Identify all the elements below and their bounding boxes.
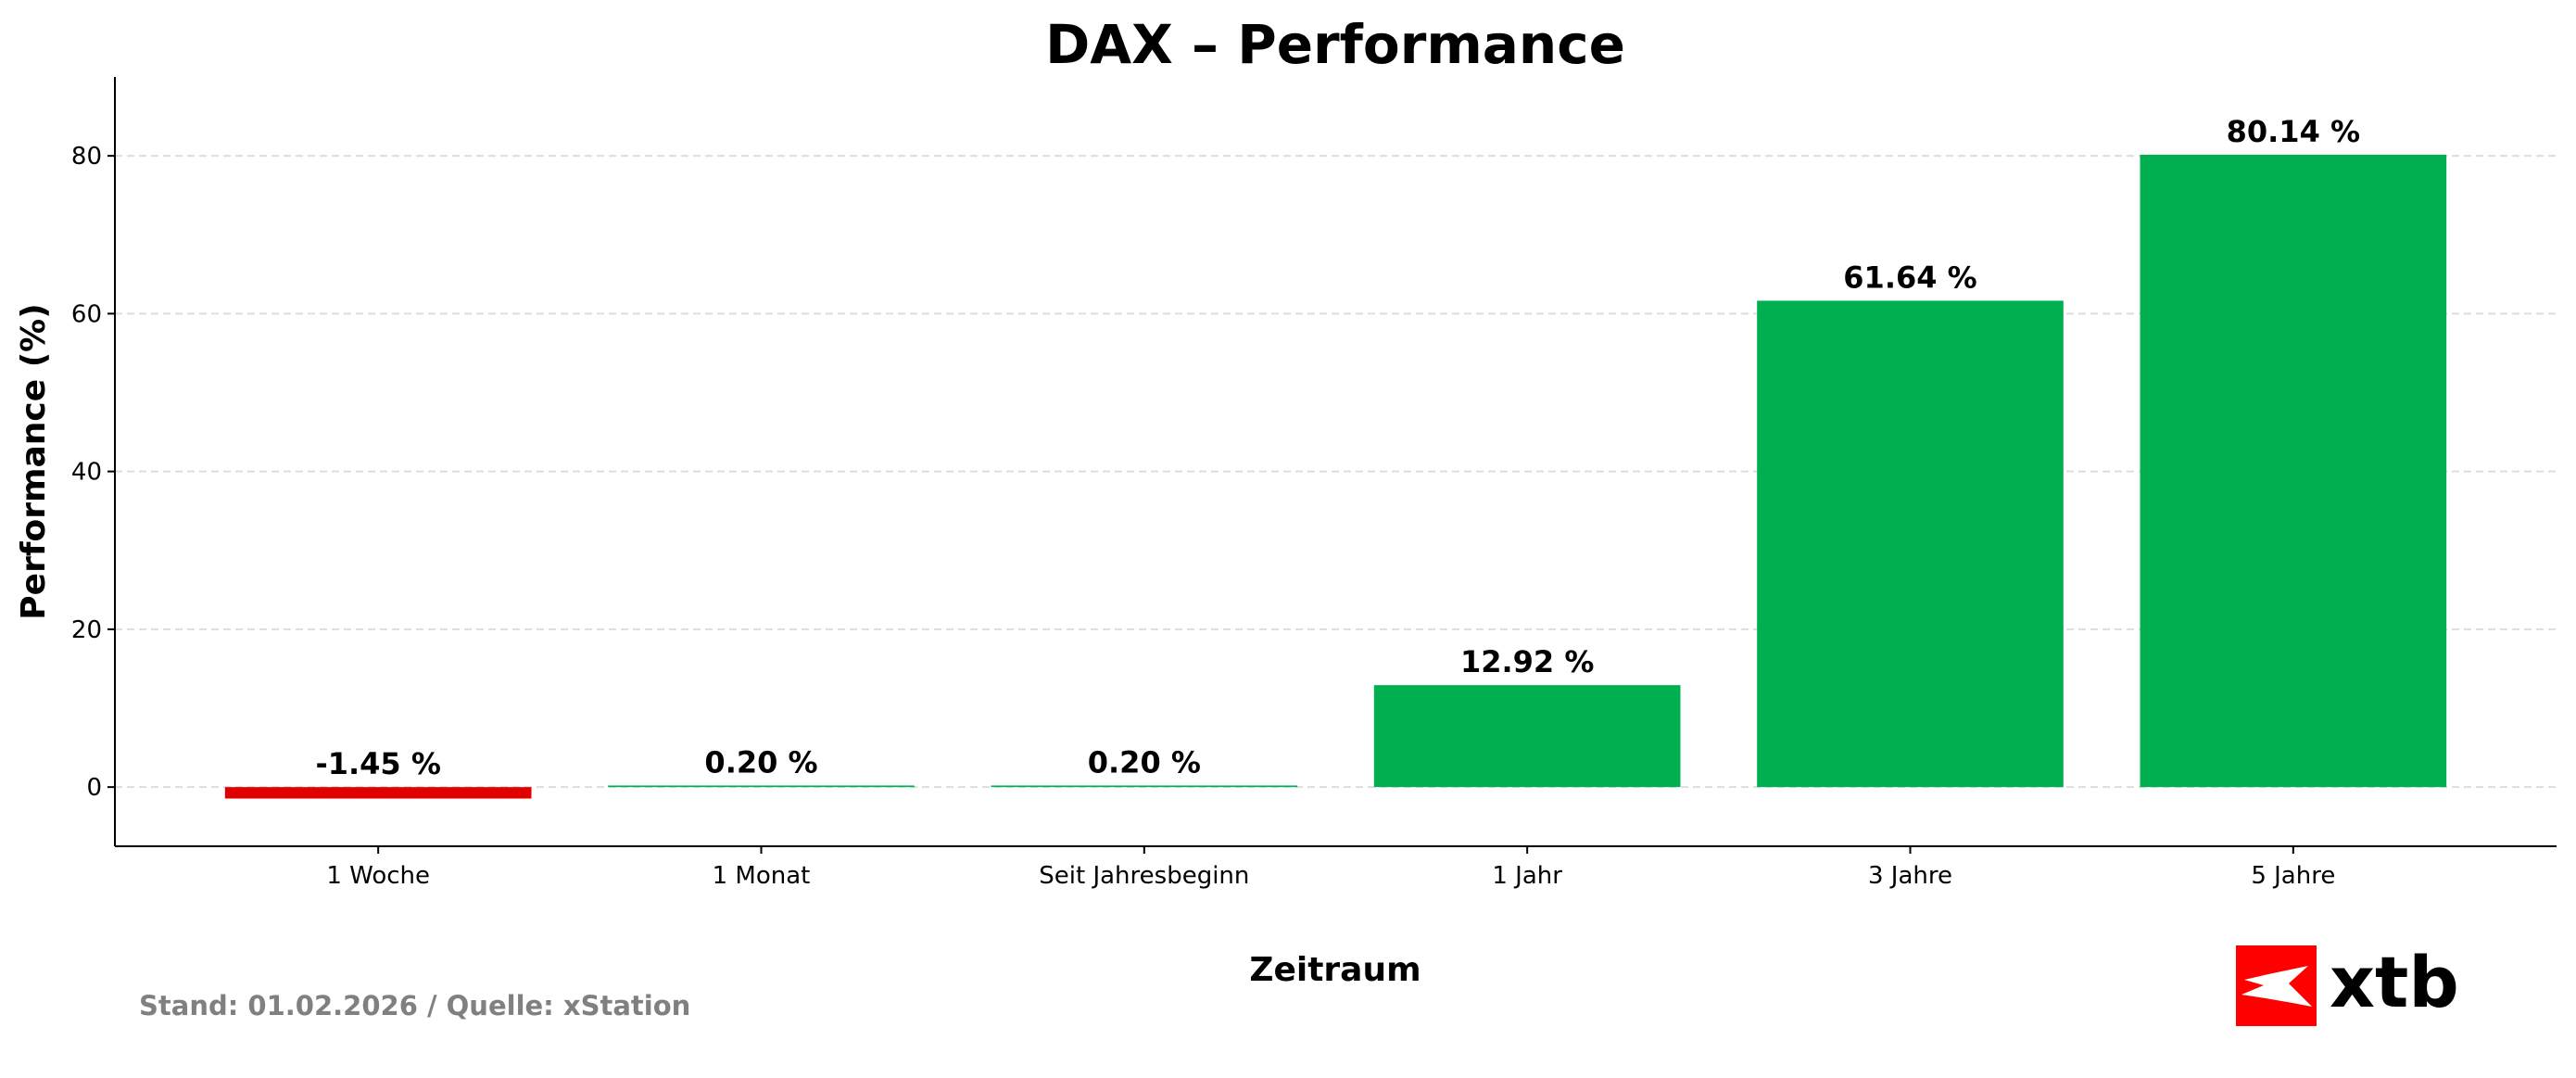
source-footer: Stand: 01.02.2026 / Quelle: xStation <box>139 990 690 1021</box>
data-label: 80.14 % <box>2227 114 2360 149</box>
x-axis-ticks: 1 Woche 1 Monat Seit Jahresbeginn 1 Jahr 3 J… <box>326 846 2335 890</box>
data-label: 0.20 % <box>704 744 817 780</box>
x-axis-label: Zeitraum <box>1249 951 1421 989</box>
data-label: 61.64 % <box>1843 260 1976 295</box>
y-tick-label: 20 <box>71 616 102 644</box>
y-tick-label: 60 <box>71 300 102 328</box>
y-axis-ticks: 0 20 40 60 80 <box>71 143 115 802</box>
y-axis-label: Performance (%) <box>15 303 53 619</box>
data-label: -1.45 % <box>315 746 440 781</box>
y-tick-label: 0 <box>86 774 102 802</box>
bar-1 <box>608 785 915 788</box>
xtb-logo-x-icon <box>2241 966 2312 1007</box>
bars <box>224 154 2447 799</box>
xtb-logo-text: xtb <box>2330 941 2459 1023</box>
data-label: 0.20 % <box>1088 744 1201 780</box>
x-tick-label: 1 Monat <box>713 862 811 890</box>
bar-0 <box>224 787 532 799</box>
x-tick-label: 1 Woche <box>326 862 430 890</box>
data-label: 12.92 % <box>1460 644 1594 679</box>
x-tick-label: 5 Jahre <box>2251 862 2335 890</box>
x-tick-label: Seit Jahresbeginn <box>1039 862 1249 890</box>
xtb-logo: xtb <box>2236 941 2459 1026</box>
bar-5 <box>2140 154 2447 788</box>
bar-4 <box>1757 300 2064 788</box>
grid-lines <box>115 155 2557 789</box>
bar-2 <box>991 785 1298 788</box>
x-tick-label: 1 Jahr <box>1492 862 1562 890</box>
x-tick-label: 3 Jahre <box>1868 862 1952 890</box>
data-labels: -1.45 % 0.20 % 0.20 % 12.92 % 61.64 % 80.14 % <box>315 114 2360 781</box>
bar-3 <box>1373 685 1681 788</box>
chart-title: DAX – Performance <box>1045 13 1625 76</box>
y-tick-label: 40 <box>71 459 102 487</box>
y-tick-label: 80 <box>71 143 102 171</box>
